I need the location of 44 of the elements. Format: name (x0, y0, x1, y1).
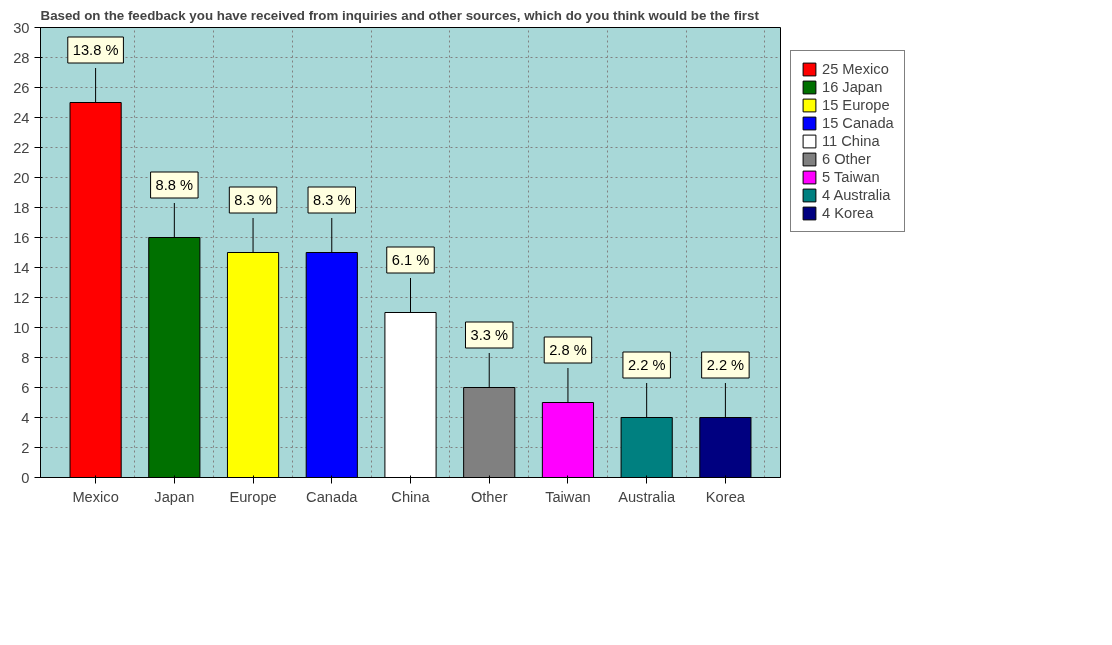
y-tick-label: 4 (21, 409, 30, 426)
y-tick-label: 28 (13, 49, 30, 66)
y-tick-label: 12 (13, 289, 30, 306)
annotation: 3.3 % (470, 327, 508, 343)
annotation: 13.8 % (72, 42, 119, 58)
x-tick-label: Other (470, 488, 508, 505)
chart-title: Based on the feedback you have received from inquiries and other sources, which do you think would be the first (40, 7, 760, 23)
y-tick-label: 26 (13, 79, 30, 96)
annotation: 8.3 % (313, 192, 351, 208)
legend-label: 15 Europe (822, 97, 890, 113)
annotation: 2.8 % (549, 342, 587, 358)
y-tick-label: 16 (13, 229, 30, 246)
y-tick-label: 22 (13, 139, 30, 156)
x-tick-label: China (391, 488, 431, 505)
legend-label: 6 Other (822, 151, 871, 167)
annotation: 6.1 % (391, 252, 430, 268)
annotation: 2.2 % (627, 357, 666, 373)
y-tick-label: 8 (21, 349, 30, 366)
x-tick-label: Taiwan (545, 488, 591, 505)
x-tick-label: Europe (229, 488, 277, 505)
y-tick-label: 30 (13, 19, 30, 36)
annotation: 8.8 % (155, 177, 194, 193)
x-tick-label: Mexico (72, 488, 119, 505)
y-tick-label: 6 (21, 379, 30, 396)
annotation: 2.2 % (706, 357, 745, 373)
legend-label: 25 Mexico (822, 61, 889, 77)
y-tick-label: 0 (21, 469, 30, 486)
x-tick-label: Japan (154, 488, 195, 505)
y-tick-label: 20 (13, 169, 30, 186)
x-tick-label: Canada (306, 488, 359, 505)
legend-label: 4 Australia (822, 187, 891, 203)
y-tick-label: 10 (13, 319, 30, 336)
x-tick-label: Korea (705, 488, 746, 505)
annotation: 8.3 % (234, 192, 272, 208)
legend-label: 15 Canada (822, 115, 894, 131)
legend-label: 4 Korea (822, 205, 874, 221)
legend-label: 11 China (822, 133, 880, 149)
y-tick-label: 2 (21, 439, 30, 456)
y-tick-label: 18 (13, 199, 30, 216)
x-tick-label: Australia (618, 488, 677, 505)
legend-label: 16 Japan (822, 79, 883, 95)
y-tick-label: 14 (13, 259, 30, 276)
y-tick-label: 24 (13, 109, 30, 126)
legend-label: 5 Taiwan (822, 169, 880, 185)
